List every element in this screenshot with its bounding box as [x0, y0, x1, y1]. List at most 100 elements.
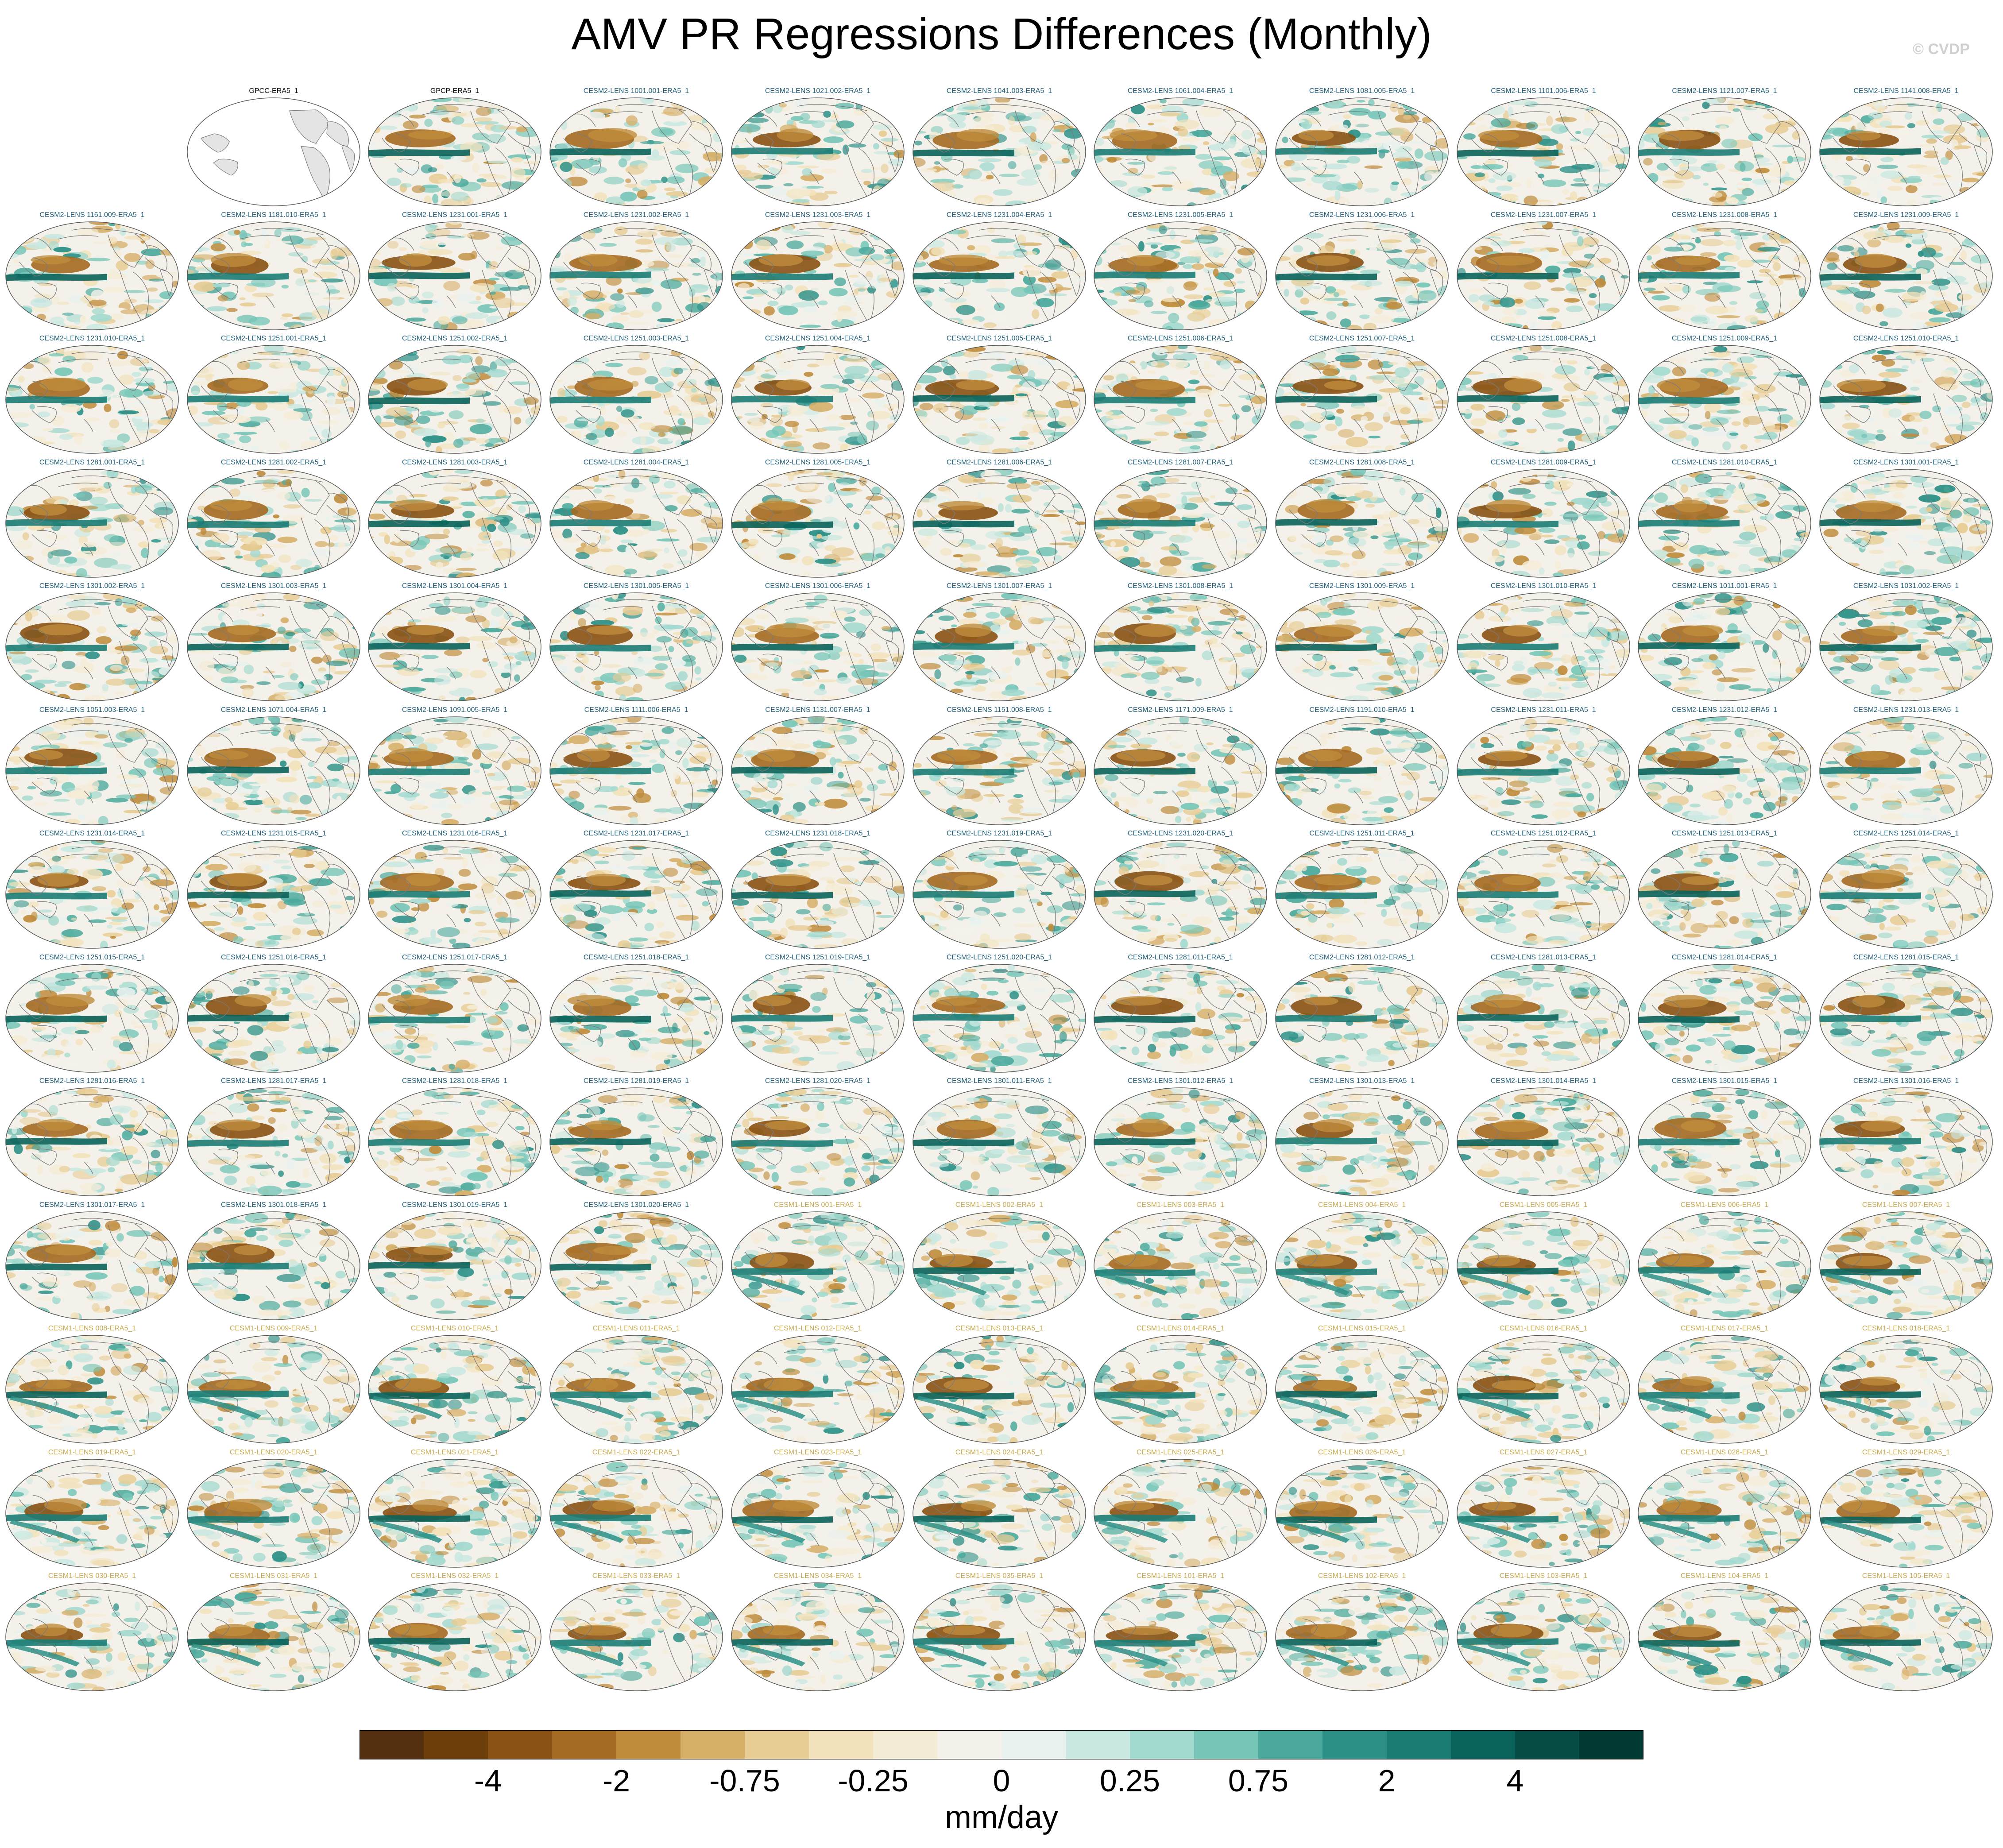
field-blob — [1213, 297, 1236, 302]
coastline — [1483, 282, 1508, 300]
map-border — [1275, 97, 1449, 206]
field-blob — [567, 385, 577, 389]
field-blob — [1658, 122, 1667, 126]
field-blob — [309, 436, 318, 441]
field-blob — [1208, 143, 1230, 151]
field-blob — [1638, 178, 1641, 184]
map-panel: CESM2-LENS 1231.004-ERA5_1 — [909, 211, 1090, 333]
field-blob — [1931, 278, 1951, 286]
field-blob — [1388, 362, 1399, 365]
map-panel: CESM2-LENS 1041.003-ERA5_1 — [909, 87, 1090, 209]
field-blob — [967, 169, 982, 180]
field-blob — [758, 450, 769, 453]
field-blob — [880, 236, 898, 239]
field-blob — [1105, 98, 1114, 103]
drying-lobe — [1675, 256, 1711, 266]
field-blob — [19, 474, 29, 485]
regression-map — [1457, 345, 1630, 454]
field-blob — [1306, 183, 1312, 186]
coastline — [1845, 159, 1871, 176]
field-blob — [1638, 322, 1656, 330]
coastline — [991, 171, 1001, 185]
field-blob — [1218, 248, 1230, 258]
field-blob — [323, 224, 329, 233]
field-blob — [31, 352, 37, 357]
field-blob — [1405, 346, 1424, 353]
field-blob — [1518, 437, 1531, 442]
field-blob — [821, 426, 845, 431]
map-panel: CESM2-LENS 1101.006-ERA5_1 — [1453, 87, 1634, 209]
field-blob — [1601, 134, 1621, 139]
field-blob — [1009, 437, 1030, 441]
field-blob — [660, 279, 682, 290]
field-blob — [1106, 415, 1125, 419]
field-blob — [1824, 369, 1831, 372]
field-blob — [380, 227, 404, 230]
figure-title: AMV PR Regressions Differences (Monthly) — [0, 5, 2003, 63]
field-blob — [1155, 164, 1163, 170]
field-blob — [738, 222, 750, 230]
map-border — [1638, 97, 1811, 206]
field-blob — [327, 395, 336, 406]
field-blob — [143, 226, 165, 234]
field-blob — [930, 435, 950, 445]
field-blob — [1376, 411, 1394, 417]
field-blob — [1490, 240, 1512, 247]
coastline — [289, 357, 330, 391]
field-blob — [283, 504, 302, 509]
drying-lobe — [938, 254, 988, 267]
field-blob — [979, 162, 995, 171]
field-blob — [530, 298, 536, 308]
field-blob — [736, 100, 743, 109]
field-blob — [1883, 307, 1903, 318]
field-blob — [892, 189, 904, 196]
field-blob — [817, 153, 841, 161]
field-blob — [681, 410, 706, 419]
coastline — [394, 159, 419, 176]
field-blob — [1905, 243, 1912, 248]
field-blob — [1605, 142, 1612, 149]
field-blob — [1282, 184, 1288, 193]
field-blob — [187, 310, 204, 318]
field-blob — [706, 194, 723, 200]
field-blob — [375, 298, 393, 307]
land-outline — [326, 121, 349, 147]
field-blob — [122, 345, 139, 349]
field-blob — [368, 560, 384, 565]
field-blob — [1033, 164, 1042, 170]
field-blob — [783, 441, 802, 448]
field-blob — [27, 345, 36, 353]
field-blob — [1191, 263, 1204, 270]
field-blob — [50, 316, 65, 325]
field-blob — [1467, 350, 1487, 359]
field-blob — [476, 178, 487, 183]
field-blob — [1772, 144, 1793, 147]
field-blob — [1743, 416, 1763, 425]
field-blob — [1972, 153, 1987, 156]
wet-band — [1276, 147, 1377, 155]
field-blob — [378, 115, 398, 119]
field-blob — [24, 447, 34, 453]
field-blob — [756, 240, 771, 251]
field-blob — [1577, 236, 1584, 247]
coastline — [1067, 392, 1081, 420]
field-blob — [307, 279, 317, 282]
field-blob — [870, 166, 881, 170]
coastline — [704, 145, 718, 173]
field-blob — [1824, 313, 1837, 320]
field-blob — [100, 439, 124, 448]
coastline — [382, 381, 411, 400]
field-blob — [1924, 150, 1938, 155]
field-blob — [267, 391, 278, 394]
coastline — [809, 419, 819, 432]
field-blob — [240, 302, 256, 307]
field-blob — [1659, 305, 1681, 312]
field-blob — [516, 571, 523, 577]
field-blob — [736, 124, 761, 133]
field-blob — [1485, 159, 1496, 166]
field-blob — [1287, 101, 1301, 108]
field-blob — [625, 178, 631, 183]
field-blob — [1255, 119, 1267, 123]
field-blob — [1702, 101, 1710, 109]
coastline — [1353, 295, 1363, 309]
